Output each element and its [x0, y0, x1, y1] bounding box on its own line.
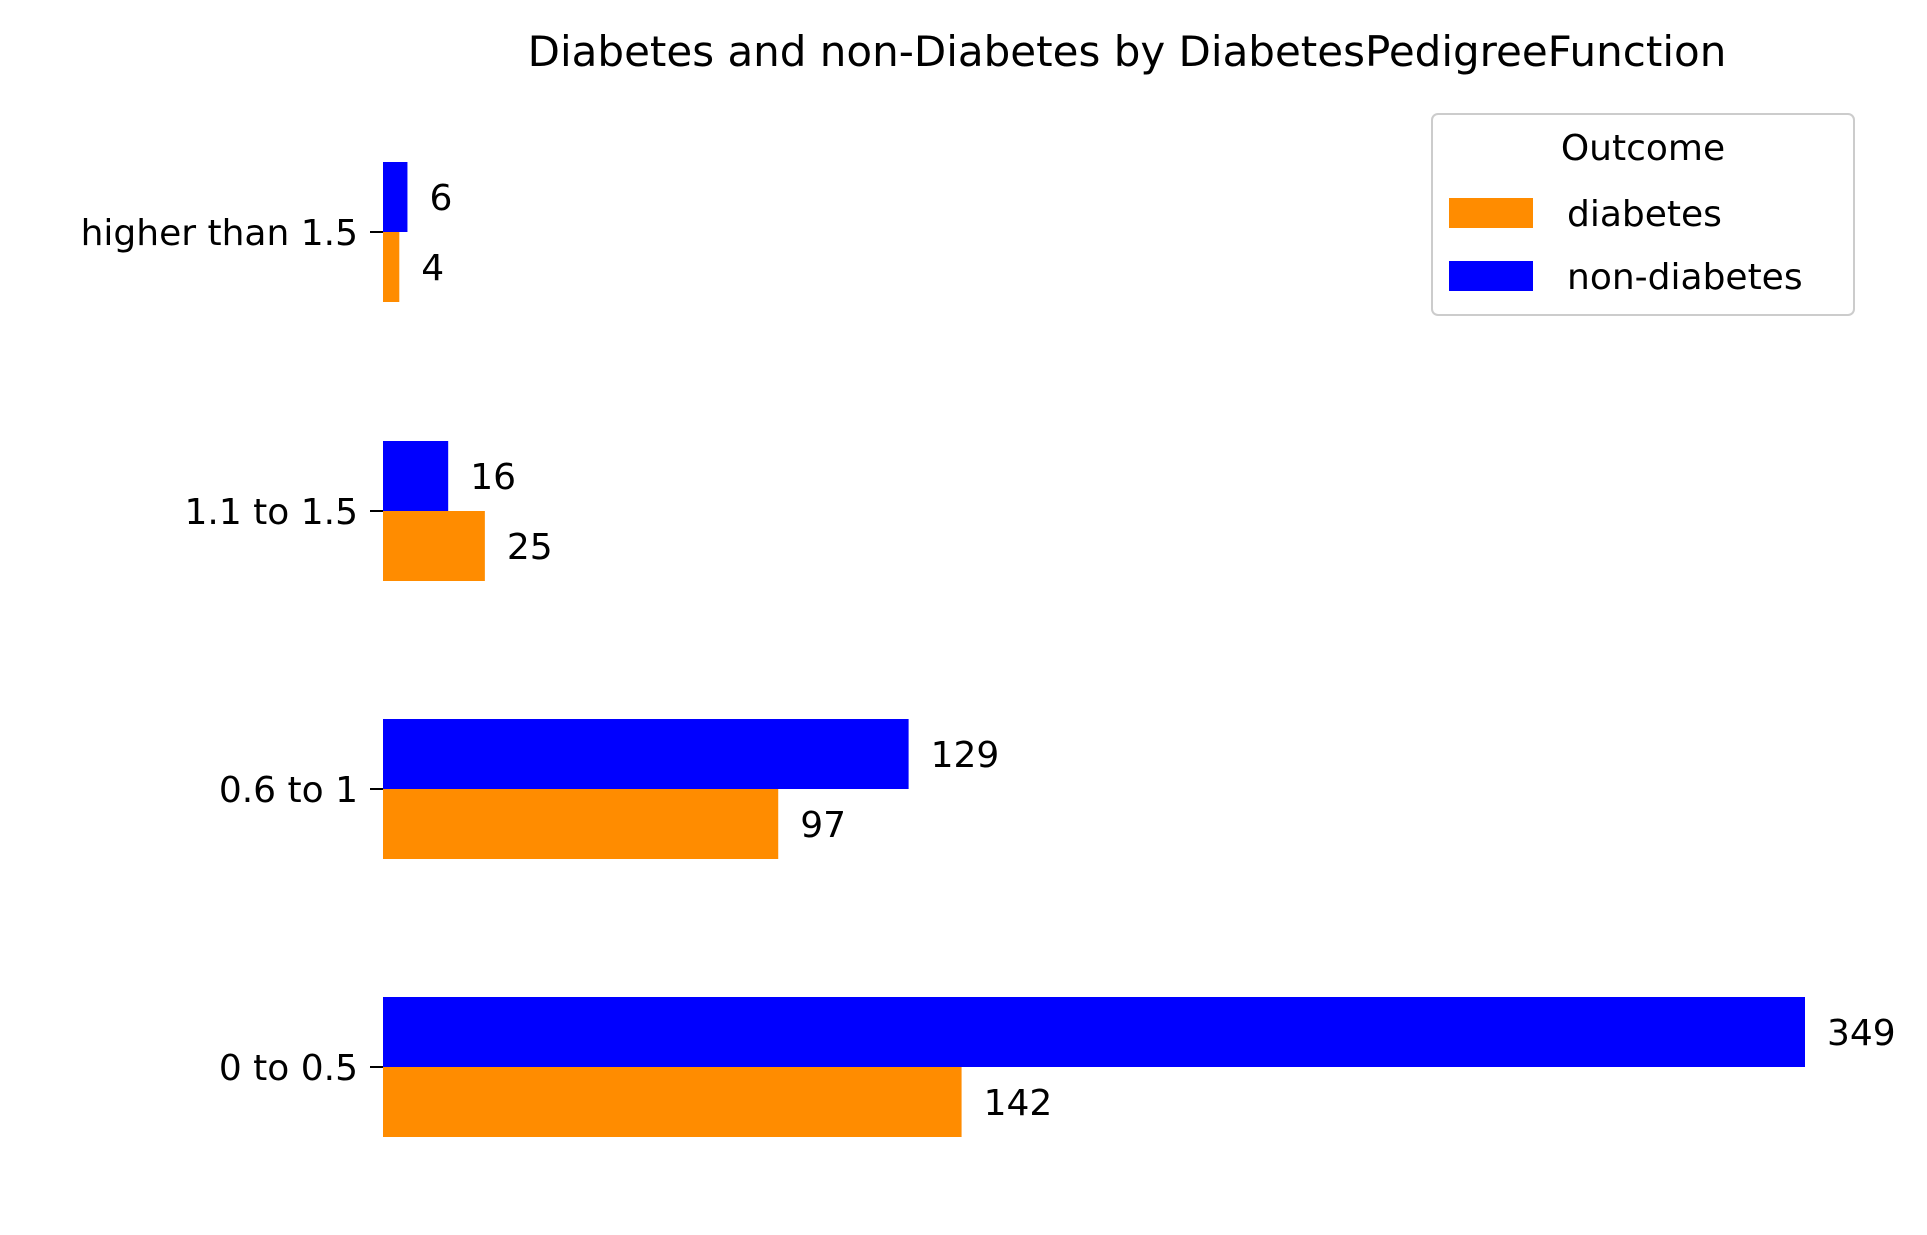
bar-non-diabetes [383, 441, 449, 511]
legend-label-non-diabetes: non-diabetes [1567, 257, 1803, 298]
legend-entries: diabetes non-diabetes [1449, 194, 1803, 298]
bar-non-diabetes [383, 719, 909, 789]
y-axis: 0 to 0.5 0.6 to 1 1.1 to 1.5 higher than 1.… [81, 213, 383, 1089]
legend-title: Outcome [1561, 128, 1725, 169]
bars [383, 162, 1805, 1137]
y-tick-label: 1.1 to 1.5 [184, 492, 358, 533]
bar-diabetes [383, 232, 400, 302]
bar-diabetes [383, 511, 485, 581]
y-tick-label: 0.6 to 1 [219, 770, 358, 811]
data-label-non-diabetes: 16 [470, 457, 516, 498]
legend-swatch-diabetes [1449, 198, 1533, 228]
bar-diabetes [383, 789, 779, 859]
legend-swatch-non-diabetes [1449, 261, 1533, 291]
legend: Outcome diabetes non-diabetes [1431, 113, 1855, 316]
data-label-non-diabetes: 6 [429, 178, 452, 219]
data-label-non-diabetes: 349 [1827, 1013, 1896, 1054]
bar-non-diabetes [383, 997, 1805, 1067]
bar-non-diabetes [383, 162, 408, 232]
legend-frame [1431, 113, 1855, 316]
bar-diabetes [383, 1067, 962, 1137]
legend-label-diabetes: diabetes [1567, 194, 1722, 235]
data-label-diabetes: 97 [800, 805, 846, 846]
chart-title: Diabetes and non-Diabetes by DiabetesPed… [528, 27, 1727, 76]
data-labels: 142 349 97 129 25 16 4 6 [421, 178, 1895, 1124]
y-tick-label: 0 to 0.5 [219, 1048, 358, 1089]
data-label-diabetes: 25 [507, 527, 553, 568]
data-label-diabetes: 4 [421, 248, 444, 289]
y-tick-label: higher than 1.5 [81, 213, 358, 254]
data-label-non-diabetes: 129 [931, 735, 1000, 776]
data-label-diabetes: 142 [984, 1083, 1053, 1124]
